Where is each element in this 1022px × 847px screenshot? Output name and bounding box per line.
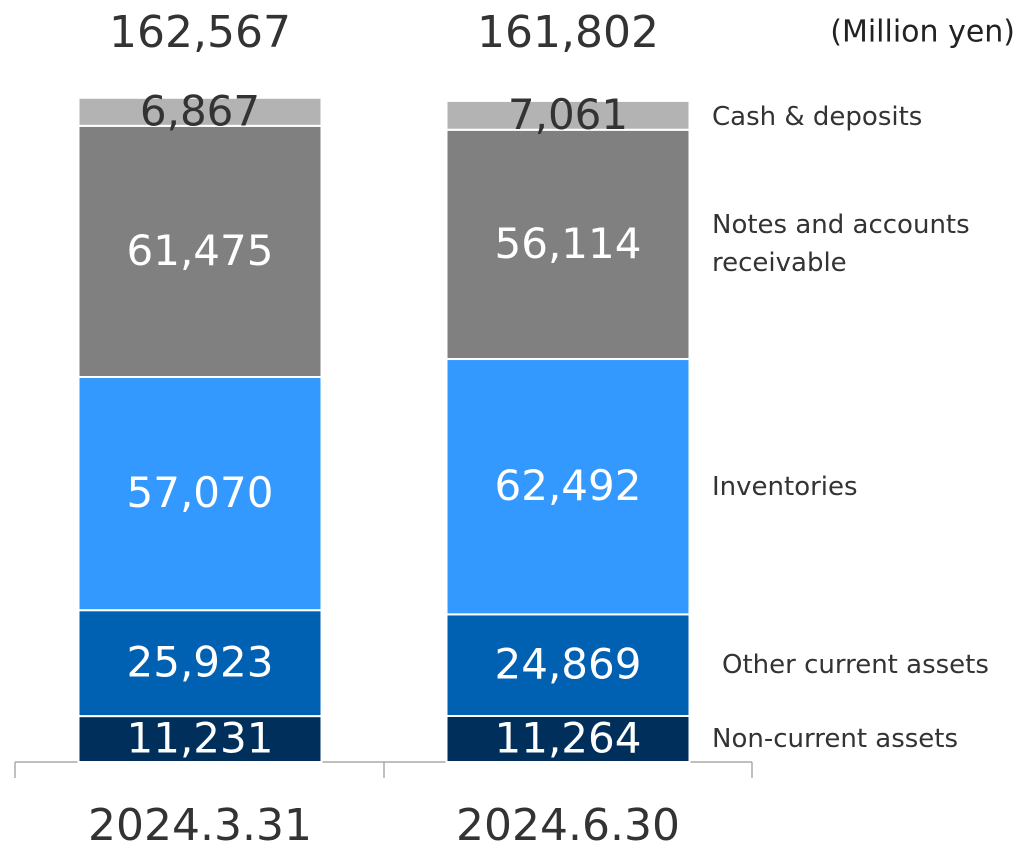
x-tick-label: 2024.6.30 — [456, 800, 680, 847]
value-label: 25,923 — [127, 638, 274, 687]
bar-segment — [77, 715, 323, 764]
legend-label: Other current assets — [722, 650, 989, 681]
bar-segment — [445, 128, 691, 361]
unit-label: (Million yen) — [830, 15, 1015, 50]
bar-segment — [77, 376, 323, 612]
bar-segment — [77, 609, 323, 718]
value-label: 11,231 — [127, 714, 274, 763]
bar-segment — [445, 613, 691, 717]
total-label: 162,567 — [109, 7, 291, 58]
x-tick-label: 2024.3.31 — [88, 800, 312, 847]
total-label: 161,802 — [477, 7, 659, 58]
legend-label: Inventories — [712, 471, 858, 502]
value-label: 61,475 — [127, 226, 274, 275]
value-label: 56,114 — [495, 219, 642, 268]
bar-segment — [77, 96, 323, 127]
bar-segment — [445, 714, 691, 764]
bar-segment — [445, 358, 691, 616]
value-label: 24,869 — [495, 640, 642, 689]
value-label: 7,061 — [508, 90, 628, 139]
legend-label: Non-current assets — [712, 723, 959, 754]
value-label: 6,867 — [140, 86, 260, 135]
bar-segment — [445, 99, 691, 131]
value-label: 11,264 — [495, 713, 642, 762]
legend-label: Notes and accounts receivable — [712, 210, 970, 279]
value-label: 62,492 — [495, 461, 642, 510]
legend-label: Cash & deposits — [712, 102, 923, 133]
value-label: 57,070 — [127, 468, 274, 517]
